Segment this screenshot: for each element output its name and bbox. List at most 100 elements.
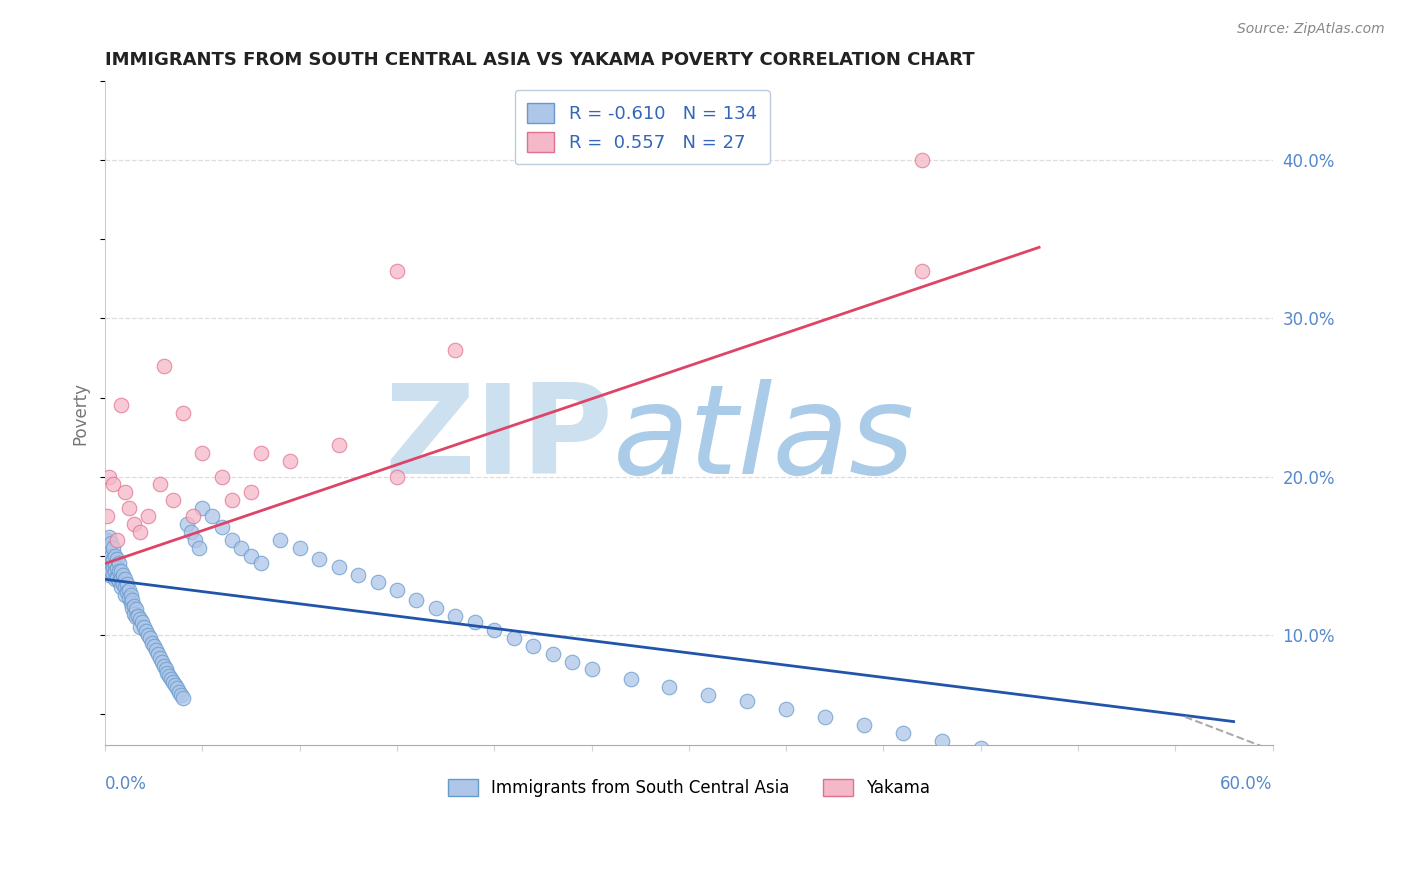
Point <box>308 551 330 566</box>
Point <box>1047 754 1070 768</box>
Text: Source: ZipAtlas.com: Source: ZipAtlas.com <box>1237 22 1385 37</box>
Text: atlas: atlas <box>613 379 915 500</box>
Point <box>127 608 149 623</box>
Point <box>165 678 187 692</box>
Point <box>814 710 837 724</box>
Point <box>96 541 118 555</box>
Point <box>105 533 128 547</box>
Point <box>191 446 214 460</box>
Point <box>101 567 124 582</box>
Point <box>561 655 583 669</box>
Point <box>98 551 121 566</box>
Point <box>98 559 121 574</box>
Point <box>891 725 914 739</box>
Point <box>105 571 128 585</box>
Point <box>581 662 603 676</box>
Point <box>156 665 179 680</box>
Text: 60.0%: 60.0% <box>1220 775 1272 793</box>
Point <box>120 596 142 610</box>
Point <box>405 592 427 607</box>
Point <box>162 675 184 690</box>
Point <box>104 558 127 572</box>
Point <box>240 549 263 563</box>
Point <box>135 624 157 639</box>
Point <box>157 669 180 683</box>
Point <box>172 406 194 420</box>
Y-axis label: Poverty: Poverty <box>72 382 89 445</box>
Point <box>100 557 122 571</box>
Point <box>114 485 136 500</box>
Point <box>385 469 408 483</box>
Point <box>502 631 524 645</box>
Point <box>444 343 467 357</box>
Point <box>115 585 138 599</box>
Point <box>100 565 122 579</box>
Point <box>136 627 159 641</box>
Point <box>100 549 122 563</box>
Point <box>444 608 467 623</box>
Point <box>464 615 486 629</box>
Point <box>96 549 118 563</box>
Point <box>124 599 146 614</box>
Point <box>96 557 118 571</box>
Point <box>149 477 172 491</box>
Point <box>141 635 163 649</box>
Point <box>931 733 953 747</box>
Point <box>484 623 506 637</box>
Point <box>105 561 128 575</box>
Point <box>111 577 134 591</box>
Point <box>98 541 121 555</box>
Point <box>385 583 408 598</box>
Point <box>911 264 934 278</box>
Point <box>150 655 173 669</box>
Point <box>104 549 127 563</box>
Point <box>425 600 447 615</box>
Point <box>250 446 273 460</box>
Point <box>170 688 193 702</box>
Point <box>108 574 131 588</box>
Point <box>385 264 408 278</box>
Point <box>110 565 132 579</box>
Point <box>115 577 138 591</box>
Point <box>176 516 198 531</box>
Point <box>152 659 174 673</box>
Point <box>240 485 263 500</box>
Point <box>145 643 167 657</box>
Point <box>105 551 128 566</box>
Point <box>121 592 143 607</box>
Point <box>852 717 875 731</box>
Point <box>1164 770 1187 784</box>
Point <box>96 565 118 579</box>
Point <box>121 600 143 615</box>
Point <box>131 615 153 629</box>
Point <box>120 588 142 602</box>
Point <box>1087 760 1109 774</box>
Point <box>160 672 183 686</box>
Point <box>697 688 720 702</box>
Point <box>100 536 122 550</box>
Point <box>541 647 564 661</box>
Point <box>101 541 124 555</box>
Point <box>110 572 132 586</box>
Point <box>221 493 243 508</box>
Point <box>231 541 253 555</box>
Point <box>101 559 124 574</box>
Point <box>110 398 132 412</box>
Point <box>117 583 139 598</box>
Point <box>101 551 124 566</box>
Point <box>775 702 797 716</box>
Point <box>328 559 350 574</box>
Point <box>98 530 121 544</box>
Point <box>181 509 204 524</box>
Text: IMMIGRANTS FROM SOUTH CENTRAL ASIA VS YAKAMA POVERTY CORRELATION CHART: IMMIGRANTS FROM SOUTH CENTRAL ASIA VS YA… <box>105 51 974 69</box>
Point <box>152 359 174 373</box>
Point <box>124 607 146 621</box>
Point <box>98 469 121 483</box>
Point <box>114 572 136 586</box>
Legend: Immigrants from South Central Asia, Yakama: Immigrants from South Central Asia, Yaka… <box>441 772 936 804</box>
Point <box>155 662 177 676</box>
Point <box>250 557 273 571</box>
Point <box>211 520 233 534</box>
Point <box>96 533 118 547</box>
Point <box>347 567 370 582</box>
